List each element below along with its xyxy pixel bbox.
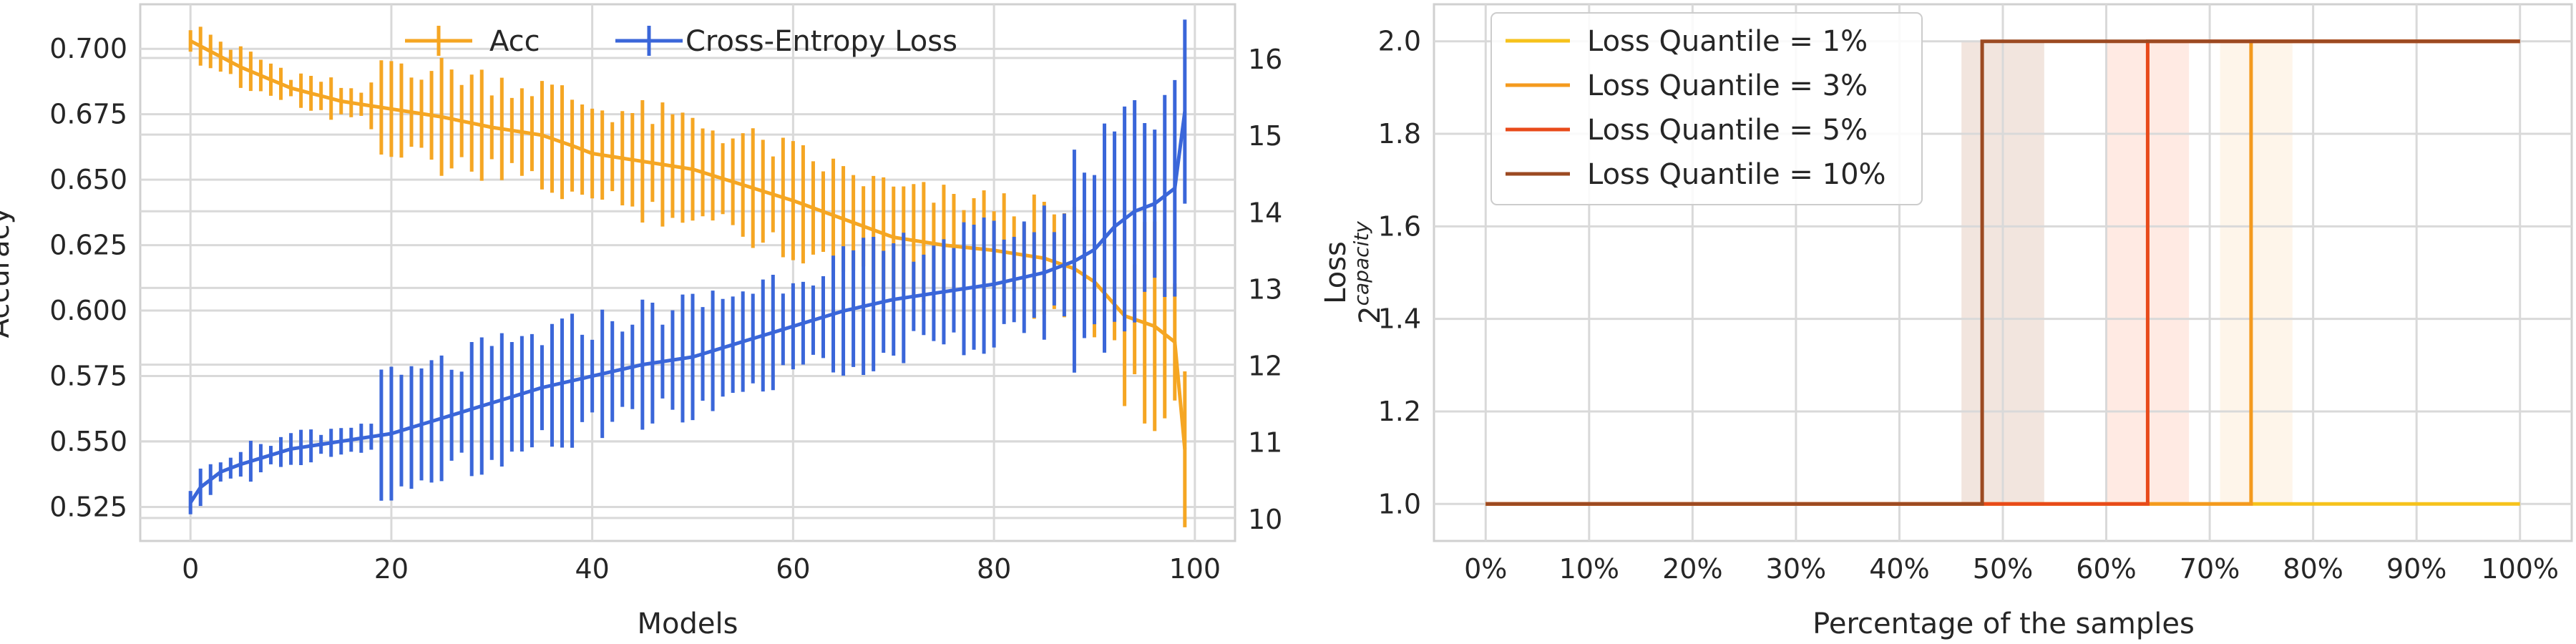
right-x-tick-label: 40% xyxy=(1869,553,1929,585)
left-y-axis-label: Accuracy xyxy=(0,208,16,338)
left-x-tick-label: 60 xyxy=(776,553,810,585)
left-tick-labels: 0 20 40 60 80 100 0.525 0.550 0.575 0.600 0.625 0.6… xyxy=(49,33,1282,585)
right-y-tick-label: 10 xyxy=(1248,504,1282,535)
left-x-tick-label: 100 xyxy=(1169,553,1221,585)
loss-line xyxy=(189,111,1187,504)
left-y-tick-label: 0.675 xyxy=(49,99,127,130)
right-y-tick-label: 1.2 xyxy=(1378,396,1421,427)
right-x-tick-label: 10% xyxy=(1559,553,1619,585)
right-y-tick-label: 1.8 xyxy=(1378,118,1421,150)
left-x-tick-label: 0 xyxy=(182,553,199,585)
right-y-tick-label: 1.0 xyxy=(1378,488,1421,519)
right-x-tick-label: 60% xyxy=(2076,553,2136,585)
right-y-tick-label: 1.6 xyxy=(1378,210,1421,242)
right-y-tick-label: 14 xyxy=(1248,197,1282,228)
left-y-tick-label: 0.650 xyxy=(49,164,127,195)
right-legend: Loss Quantile = 1% Loss Quantile = 3% Loss… xyxy=(1491,12,1923,205)
legend-label: Loss Quantile = 1% xyxy=(1587,25,1868,58)
left-plot-area xyxy=(139,3,1236,542)
left-x-tick-label: 40 xyxy=(575,553,609,585)
right-x-tick-label: 70% xyxy=(2180,553,2240,585)
legend-label: Loss Quantile = 3% xyxy=(1587,69,1868,102)
right-x-tick-label: 80% xyxy=(2283,553,2343,585)
legend-label: Loss Quantile = 10% xyxy=(1587,158,1886,191)
legend-label: Loss Quantile = 5% xyxy=(1587,114,1868,147)
right-shaded-bands xyxy=(1961,41,2293,504)
left-y-tick-label: 0.700 xyxy=(49,33,127,64)
right-x-tick-label: 30% xyxy=(1766,553,1826,585)
legend-ce-label: Cross-Entropy Loss xyxy=(686,25,957,58)
right-y-tick-label: 13 xyxy=(1248,273,1282,305)
left-y-tick-label: 0.600 xyxy=(49,295,127,326)
right-legend-box xyxy=(1491,12,1923,205)
right-y-tick-label: 2.0 xyxy=(1378,26,1421,57)
right-chart: 0% 10% 20% 30% 40% 50% 60% 70% 80% 90% 100% 1.0 1.2 1… xyxy=(1350,3,2573,640)
left-chart: 0 20 40 60 80 100 0.525 0.550 0.575 0.600 0.625 0.6… xyxy=(0,3,1352,640)
right-x-tick-label: 0% xyxy=(1464,553,1507,585)
right-y-axis-label: Loss xyxy=(1319,241,1352,304)
left-y-tick-label: 0.550 xyxy=(49,426,127,457)
right-y-tick-label: 1.4 xyxy=(1378,303,1421,335)
left-x-tick-label: 20 xyxy=(374,553,409,585)
right-y-tick-label: 15 xyxy=(1248,120,1282,152)
y-label-base: 2 xyxy=(1354,306,1387,323)
right-legend-items: Loss Quantile = 1% Loss Quantile = 3% Loss… xyxy=(1506,25,1886,191)
series-loss-quantile-4 xyxy=(1485,39,2520,506)
left-y-tick-label: 0.625 xyxy=(49,230,127,261)
acc-line xyxy=(190,39,1187,450)
series-cross-entropy-loss xyxy=(188,19,1187,514)
right-x-axis-label: Percentage of the samples xyxy=(1813,608,2195,640)
left-legend: Acc Cross-Entropy Loss xyxy=(405,25,957,58)
left-y-tick-label: 0.525 xyxy=(49,491,127,522)
right-y-tick-label: 11 xyxy=(1248,427,1282,459)
right-y-tick-label: 16 xyxy=(1248,44,1282,75)
right-x-tick-label: 50% xyxy=(1973,553,2033,585)
legend-acc-label: Acc xyxy=(489,25,540,58)
y-label-superscript: capacity xyxy=(1350,221,1373,306)
left-gridlines xyxy=(140,4,1235,541)
right-y-tick-label: 12 xyxy=(1248,351,1282,382)
right-tick-labels: 0% 10% 20% 30% 40% 50% 60% 70% 80% 90% 100% 1.0 1.2 1… xyxy=(1378,26,2559,585)
left-x-tick-label: 80 xyxy=(977,553,1011,585)
left-y-tick-label: 0.575 xyxy=(49,361,127,392)
confidence-band xyxy=(2220,41,2293,504)
right-x-tick-label: 20% xyxy=(1662,553,1722,585)
right-series xyxy=(1485,39,2520,506)
right-x-tick-label: 100% xyxy=(2481,553,2559,585)
right-chart-y-axis-label: 2capacity xyxy=(1350,221,1387,324)
left-series xyxy=(188,19,1187,527)
left-x-axis-label: Models xyxy=(638,608,738,640)
right-x-tick-label: 90% xyxy=(2386,553,2446,585)
